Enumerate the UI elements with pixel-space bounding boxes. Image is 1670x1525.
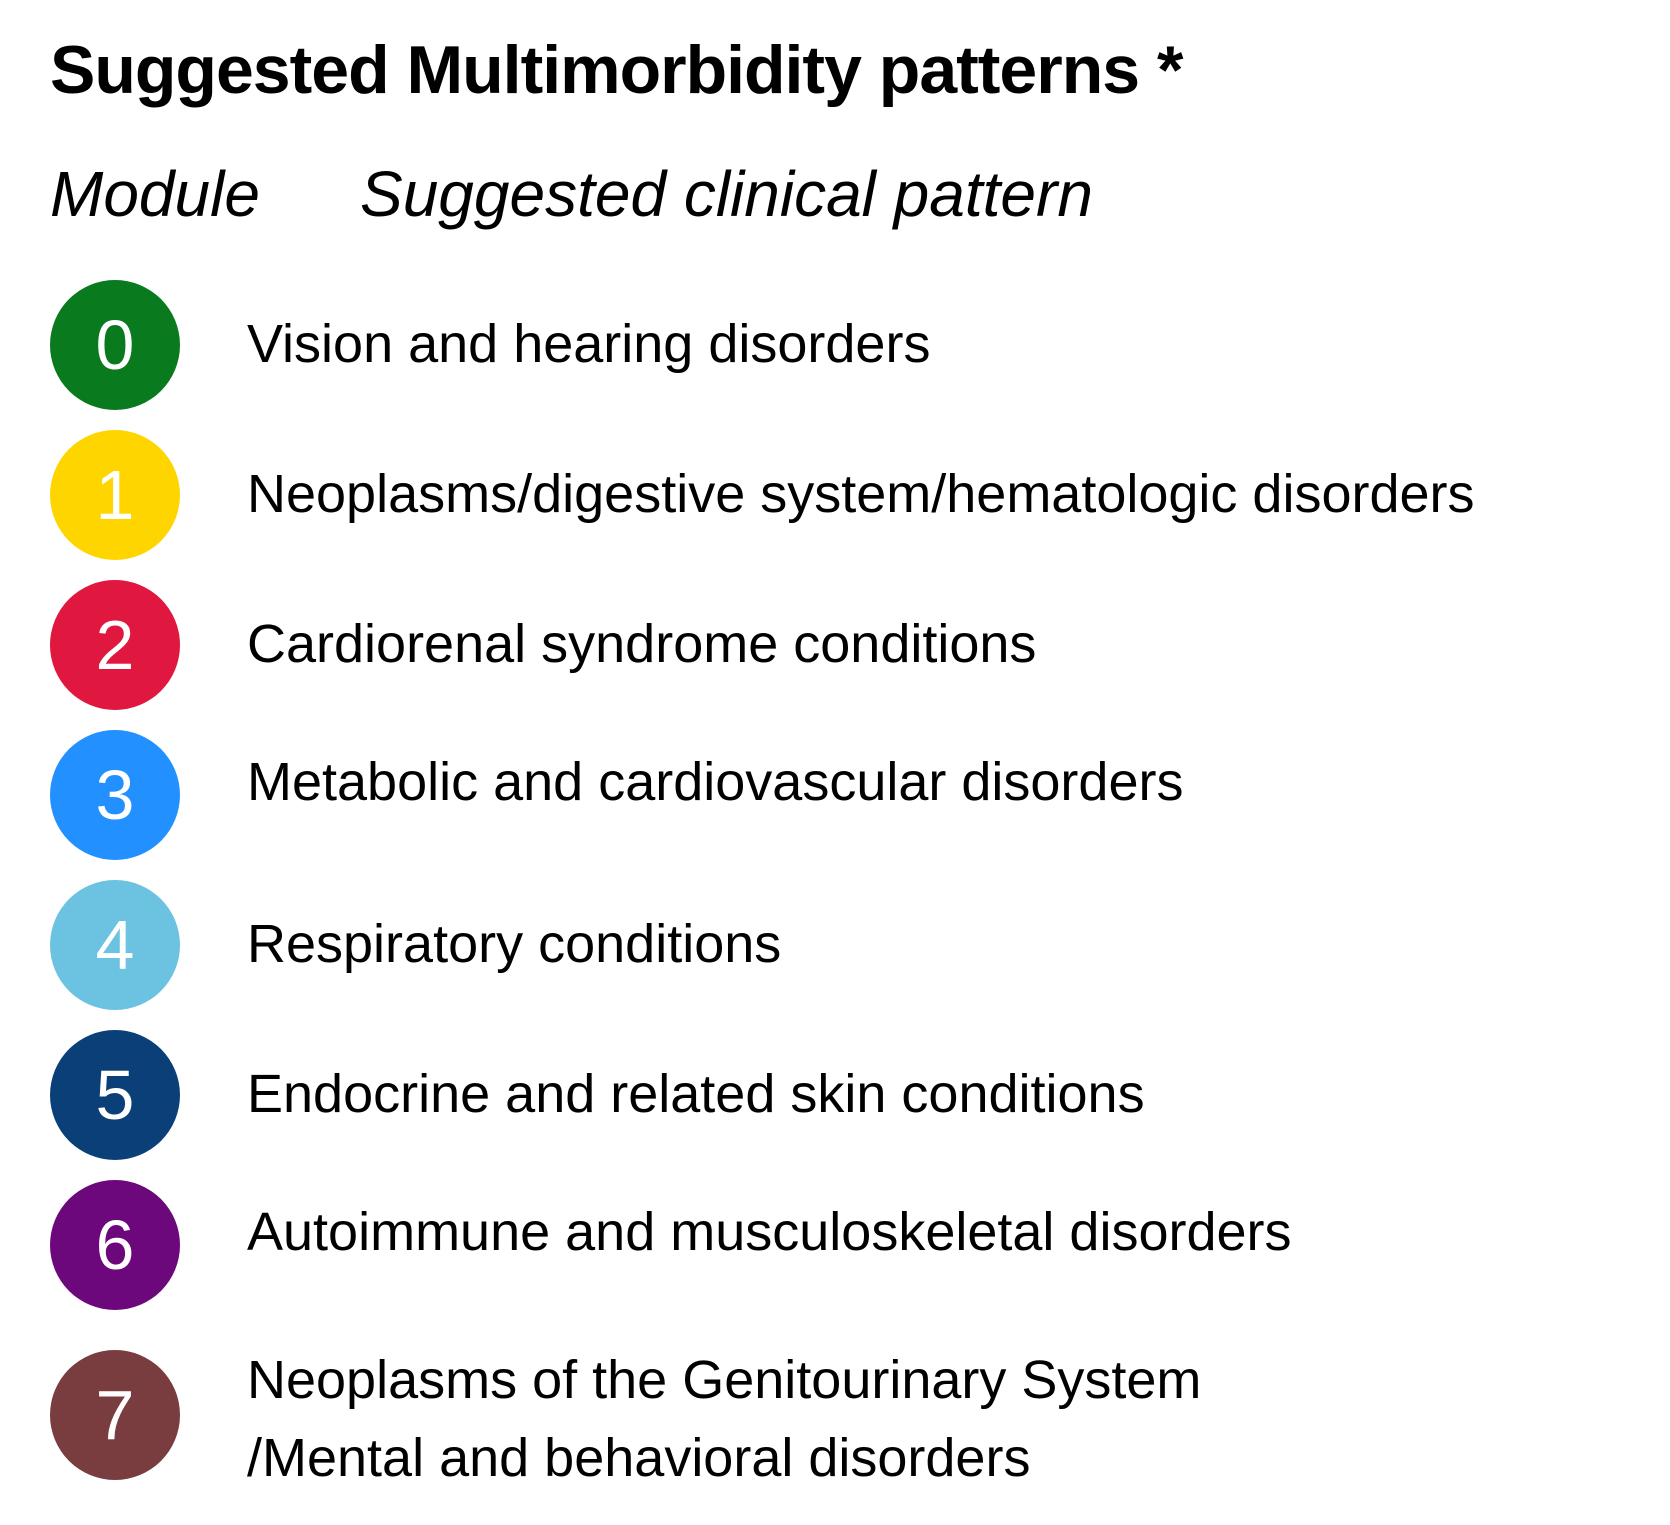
module-number: 0 (95, 306, 135, 384)
module-row-6: 6 Autoimmune and musculoskeletal disorde… (50, 1180, 1650, 1310)
module-number: 7 (95, 1376, 135, 1454)
module-row-0: 0 Vision and hearing disorders (50, 280, 1650, 410)
module-pattern-label-line-1: Neoplasms of the Genitourinary System (247, 1350, 1202, 1410)
module-row-5: 5 Endocrine and related skin conditions (50, 1030, 1650, 1160)
module-row-2: 2 Cardiorenal syndrome conditions (50, 580, 1650, 710)
module-number: 2 (95, 606, 135, 684)
module-badge-3: 3 (50, 730, 180, 860)
module-pattern-label: Autoimmune and musculoskeletal disorders (247, 1202, 1292, 1263)
module-row-1: 1 Neoplasms/digestive system/hematologic… (50, 430, 1650, 560)
module-pattern-label: Neoplasms of the Genitourinary System /M… (247, 1344, 1201, 1494)
module-column-header: Module (50, 158, 260, 230)
page-title: Suggested Multimorbidity patterns * (50, 32, 1183, 108)
pattern-column-header: Suggested clinical pattern (360, 158, 1093, 230)
module-badge-2: 2 (50, 580, 180, 710)
module-badge-6: 6 (50, 1180, 180, 1310)
module-pattern-label: Metabolic and cardiovascular disorders (247, 752, 1184, 813)
module-number: 3 (95, 756, 135, 834)
module-badge-7: 7 (50, 1350, 180, 1480)
module-row-7: 7 Neoplasms of the Genitourinary System … (50, 1350, 1650, 1488)
module-pattern-label-line-2: /Mental and behavioral disorders (247, 1428, 1031, 1488)
module-number: 1 (95, 456, 135, 534)
module-row-3: 3 Metabolic and cardiovascular disorders (50, 730, 1650, 860)
module-number: 5 (95, 1056, 135, 1134)
module-pattern-label: Respiratory conditions (247, 914, 782, 975)
module-pattern-label: Endocrine and related skin conditions (247, 1064, 1145, 1125)
module-row-4: 4 Respiratory conditions (50, 880, 1650, 1010)
module-badge-1: 1 (50, 430, 180, 560)
module-badge-0: 0 (50, 280, 180, 410)
module-number: 6 (95, 1206, 135, 1284)
module-badge-5: 5 (50, 1030, 180, 1160)
module-pattern-label: Vision and hearing disorders (247, 314, 931, 375)
module-pattern-label: Cardiorenal syndrome conditions (247, 614, 1037, 675)
module-badge-4: 4 (50, 880, 180, 1010)
module-number: 4 (95, 906, 135, 984)
module-pattern-label: Neoplasms/digestive system/hematologic d… (247, 464, 1475, 525)
